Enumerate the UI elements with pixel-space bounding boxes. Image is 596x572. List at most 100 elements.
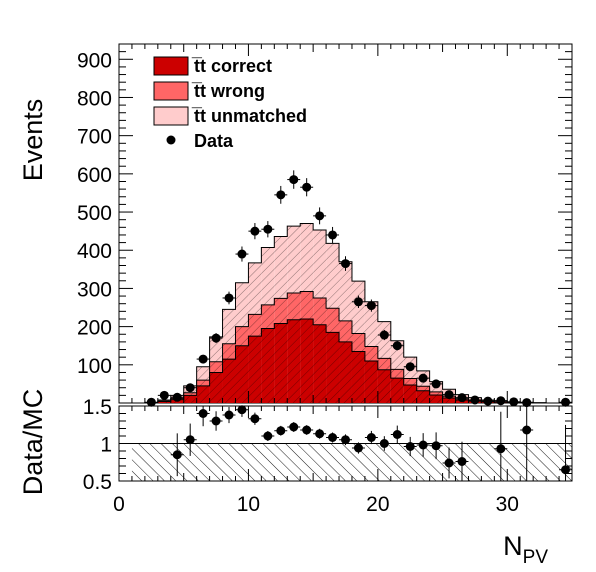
data-point [457, 393, 467, 403]
ratio-axis-tick-labels: 0.5 1 1.5 [83, 396, 112, 494]
y-axis-tick-labels: 100 200 300 400 500 600 700 800 900 [77, 49, 112, 378]
x-tick-label: 0 [113, 493, 125, 516]
legend-label-wrong: t̅t wrong [191, 81, 265, 101]
ratio-axis-title: Data/MC [18, 389, 48, 496]
data-point [263, 224, 273, 234]
y-tick-label: 900 [77, 49, 112, 72]
legend-label-correct: t̅t correct [191, 56, 272, 76]
x-tick-label: 10 [237, 493, 260, 516]
ratio-point [263, 431, 273, 441]
ratio-point [250, 414, 260, 424]
ratio-point [431, 441, 441, 451]
data-point [328, 230, 338, 240]
data-point [483, 396, 493, 406]
data-point [185, 383, 195, 393]
main-plot-area [144, 170, 572, 408]
data-point [470, 395, 480, 405]
x-axis-title-subscript: PV [523, 547, 549, 568]
ratio-point [185, 435, 195, 445]
ratio-point [289, 422, 299, 432]
legend-label-unmatched: t̅t unmatched [191, 106, 307, 126]
data-point [444, 390, 454, 400]
x-axis-title-main: N [503, 531, 523, 561]
ratio-point [405, 442, 415, 451]
ratio-point [379, 439, 389, 448]
data-point [198, 354, 208, 364]
x-axis-title: NPV [503, 531, 548, 568]
bar-hatch-correct [183, 395, 197, 403]
legend-marker-data [166, 135, 176, 145]
bar-hatch-correct [313, 324, 327, 403]
y-tick-label: 200 [77, 317, 112, 340]
x-axis-tick-labels: 0 10 20 30 [113, 493, 519, 516]
legend-label-data: Data [194, 131, 234, 151]
bar-hatch-correct [248, 336, 262, 403]
data-point [315, 211, 325, 221]
data-point [418, 373, 428, 383]
x-tick-label: 30 [496, 493, 519, 516]
bar-hatch-correct [377, 369, 391, 403]
data-point [392, 341, 402, 351]
bar-hatch-correct [196, 385, 210, 403]
ratio-point [211, 416, 221, 426]
data-point [224, 293, 234, 303]
bar-hatch-correct [326, 332, 340, 403]
y-tick-label: 300 [77, 278, 112, 301]
bar-hatch-correct [442, 398, 456, 403]
data-point [146, 397, 156, 407]
bar-hatch-correct [416, 390, 430, 403]
bar-hatch-correct [403, 385, 417, 403]
data-point [289, 175, 299, 185]
ratio-point [392, 430, 402, 439]
data-point [431, 379, 441, 389]
ratio-point [366, 433, 376, 442]
bar-hatch-correct [209, 372, 223, 403]
data-point [172, 392, 182, 402]
y-tick-label: 100 [77, 355, 112, 378]
legend: t̅t correct t̅t wrong t̅t unmatched Data [153, 56, 307, 151]
bar-hatch-correct [364, 360, 378, 403]
y-tick-label: 400 [77, 240, 112, 263]
data-point [302, 182, 312, 192]
ratio-point [353, 443, 363, 453]
y-tick-label: 700 [77, 126, 112, 149]
data-point [237, 249, 247, 259]
ratio-point [561, 465, 571, 475]
bar-hatch-correct [157, 401, 171, 403]
ratio-point [341, 435, 350, 445]
data-point [250, 226, 260, 236]
bar-hatch-correct [339, 341, 352, 403]
main-axis-ticks [118, 43, 573, 404]
data-point [276, 190, 286, 200]
bar-hatch-correct [235, 345, 249, 403]
data-point [159, 390, 169, 400]
ratio-point [198, 409, 208, 418]
data-point [366, 301, 376, 311]
ratio-points [170, 405, 572, 481]
data-point [341, 259, 350, 269]
ratio-point [302, 425, 312, 435]
ratio-point [522, 425, 532, 435]
ratio-axis-ticks [118, 405, 573, 482]
ratio-point [224, 410, 234, 420]
y-tick-label: 600 [77, 164, 112, 187]
ratio-point [328, 433, 338, 442]
bar-hatch-correct [274, 323, 288, 403]
bar-hatch-correct [300, 318, 314, 403]
data-series [144, 170, 572, 408]
data-point [211, 333, 221, 343]
ratio-point [237, 405, 247, 415]
bar-hatch-correct [222, 359, 236, 403]
ratio-tick-label: 0.5 [83, 471, 112, 494]
legend-swatch-wrong [153, 81, 189, 101]
ratio-point [444, 458, 454, 468]
x-tick-label: 20 [366, 493, 389, 516]
ratio-point [418, 440, 428, 450]
data-point [496, 396, 506, 406]
bar-hatch-correct [351, 351, 365, 403]
data-point [405, 362, 415, 372]
y-axis-title: Events [18, 99, 48, 182]
legend-swatch-correct [153, 56, 189, 76]
data-point [509, 397, 519, 407]
